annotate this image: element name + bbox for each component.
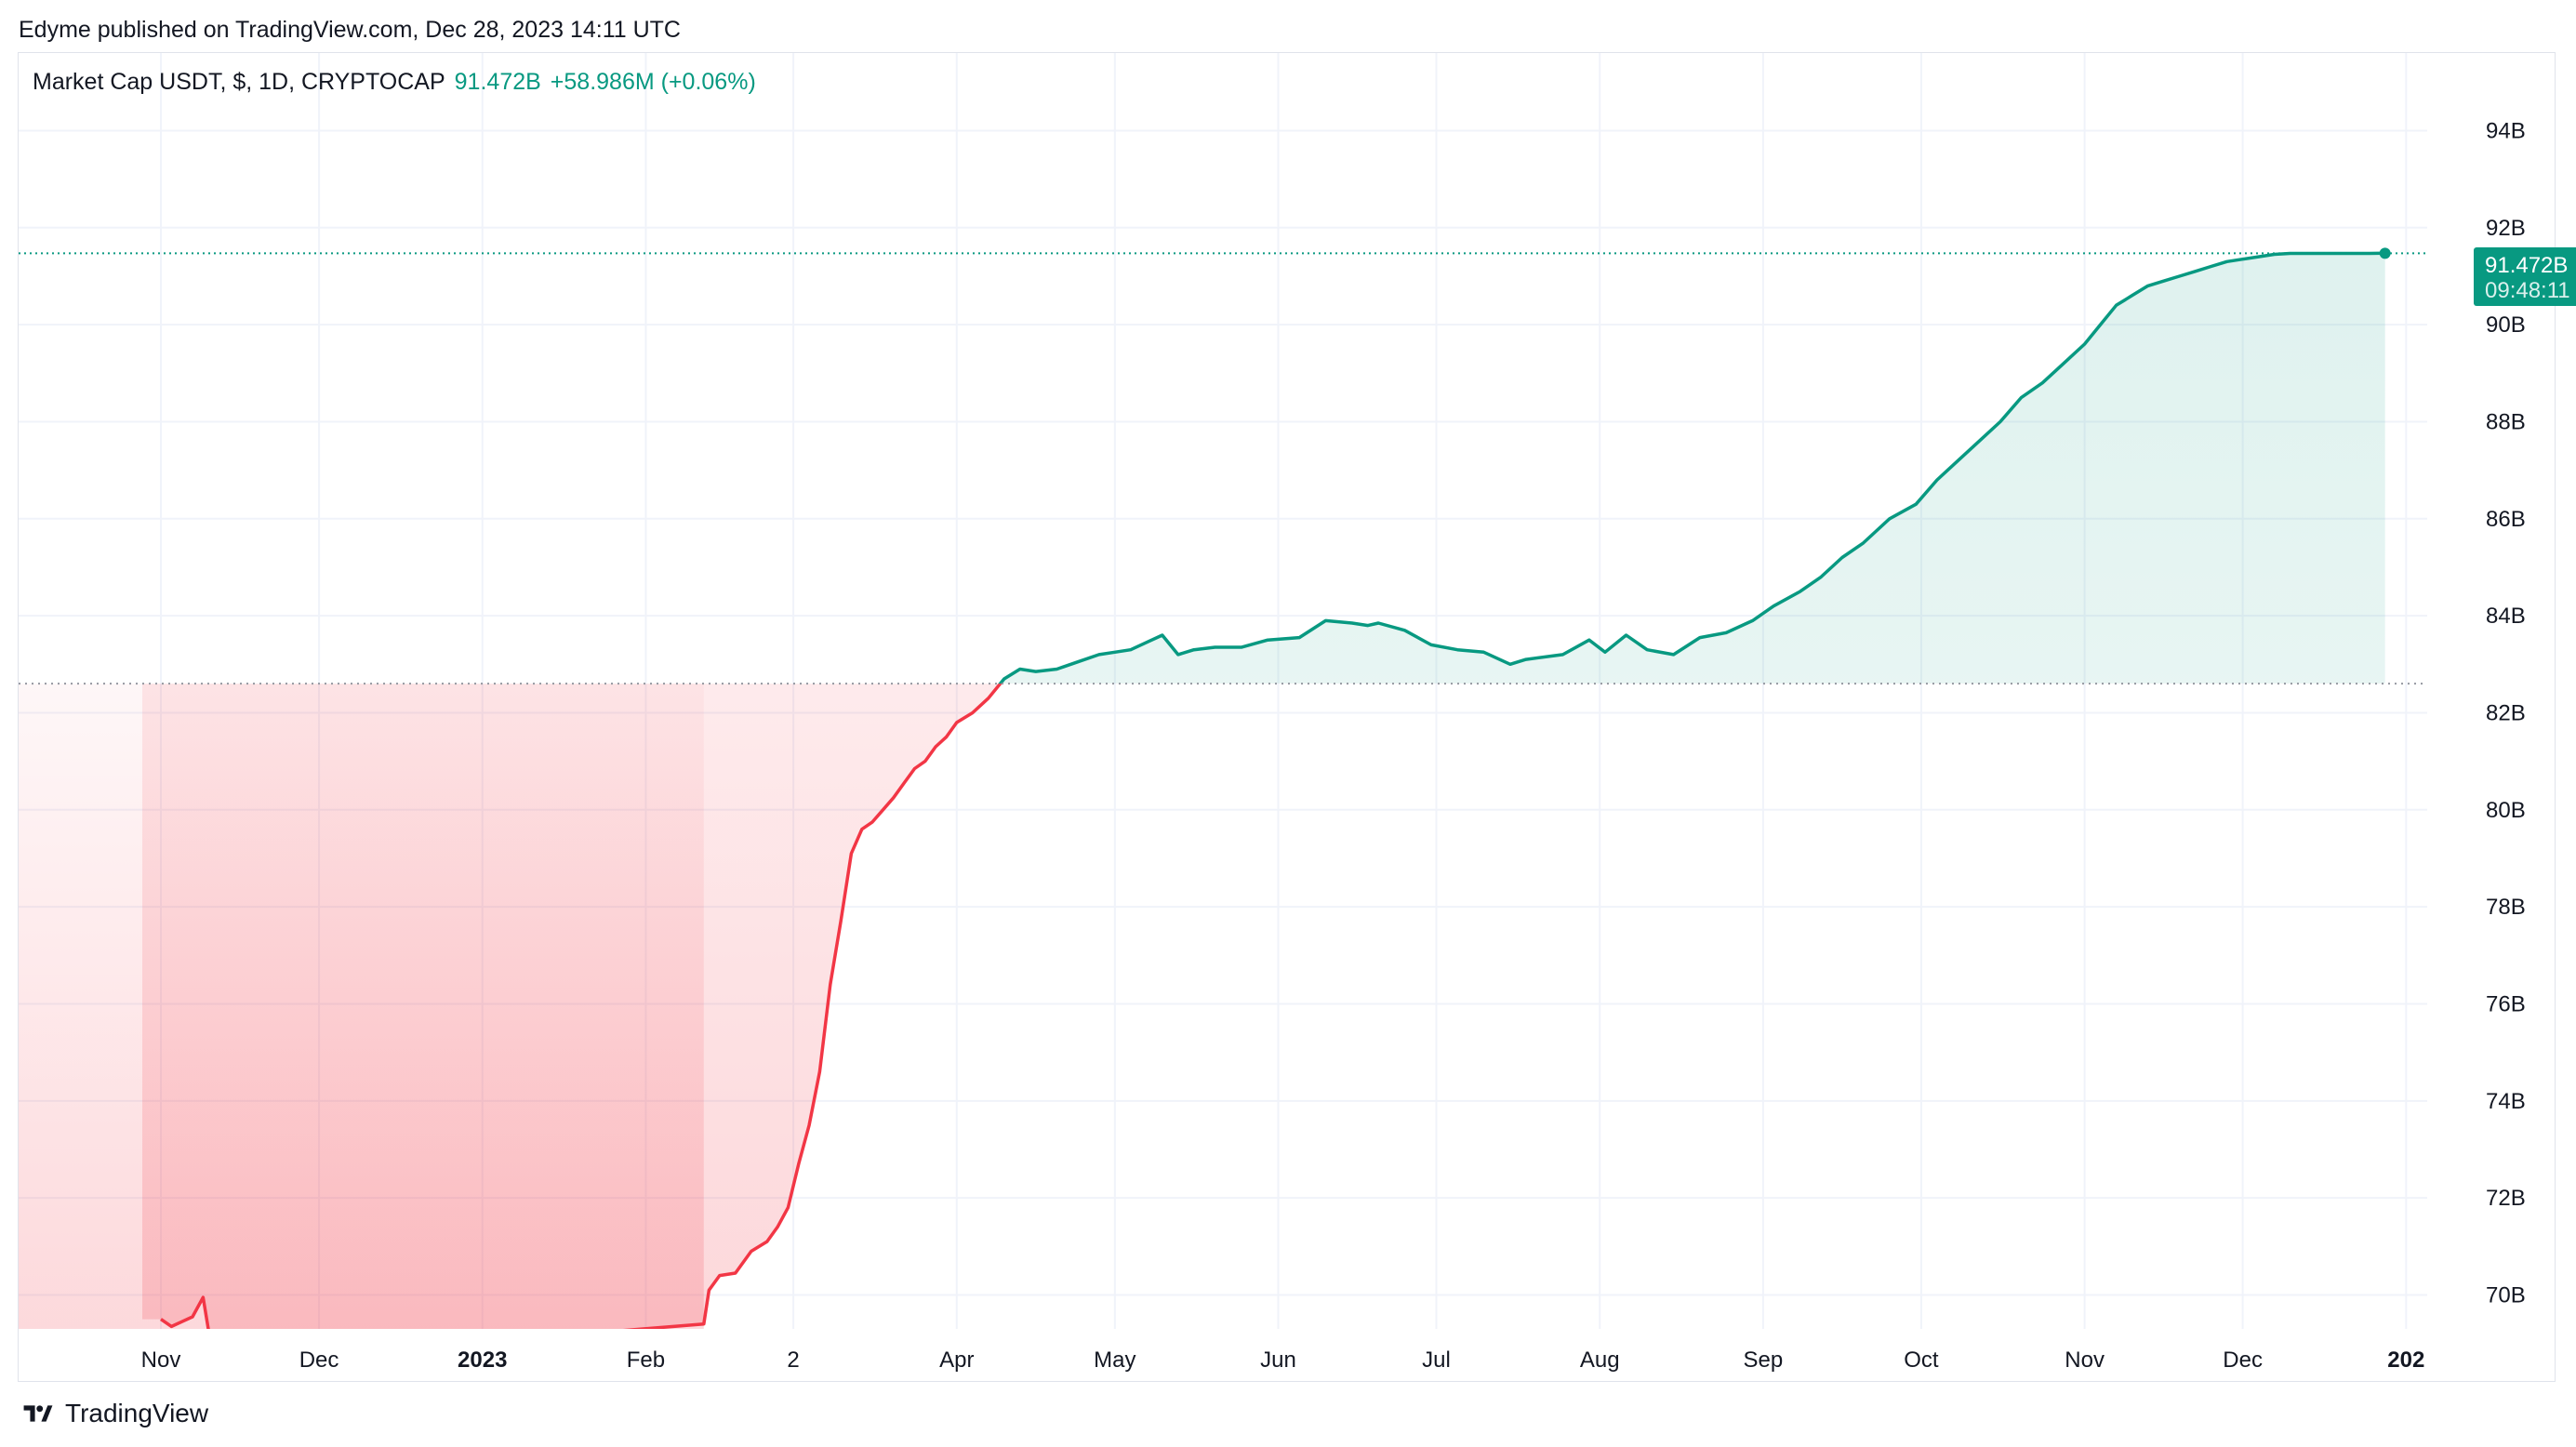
time-tick-label: May bbox=[1094, 1347, 1135, 1373]
time-tick-label: 202 bbox=[2387, 1347, 2424, 1373]
price-tick-label: 84B bbox=[2486, 604, 2526, 629]
legend-change: +58.986M (+0.06%) bbox=[550, 69, 756, 95]
price-tick-label: 88B bbox=[2486, 409, 2526, 434]
publisher-caption: Edyme published on TradingView.com, Dec … bbox=[19, 17, 681, 43]
time-tick-label: Apr bbox=[939, 1347, 974, 1373]
price-lines bbox=[160, 251, 2385, 1329]
price-tick-label: 72B bbox=[2486, 1186, 2526, 1211]
last-price-value: 91.472B bbox=[2485, 253, 2568, 278]
price-tick-label: 90B bbox=[2486, 312, 2526, 338]
tradingview-brand[interactable]: TradingView bbox=[19, 1399, 208, 1428]
up-area-fill bbox=[1000, 253, 2385, 684]
symbol-name[interactable]: Market Cap USDT, $, 1D, CRYPTOCAP bbox=[33, 69, 445, 95]
area-fill bbox=[19, 253, 2385, 1329]
legend-value: 91.472B bbox=[454, 69, 541, 95]
last-price-label: 91.472B 09:48:11 bbox=[2474, 247, 2576, 306]
price-tick-label: 86B bbox=[2486, 507, 2526, 532]
time-tick-label: Feb bbox=[627, 1347, 665, 1373]
tradingview-logo-icon bbox=[23, 1405, 53, 1422]
up-series-line bbox=[998, 251, 2385, 684]
time-tick-label: Aug bbox=[1580, 1347, 1620, 1373]
price-tick-label: 92B bbox=[2486, 216, 2526, 241]
brand-name: TradingView bbox=[65, 1399, 209, 1427]
price-tick-label: 70B bbox=[2486, 1282, 2526, 1308]
price-tick-label: 80B bbox=[2486, 798, 2526, 823]
time-tick-label: 2 bbox=[787, 1347, 799, 1373]
chart-frame bbox=[18, 52, 2556, 1382]
time-tick-label: Sep bbox=[1744, 1347, 1784, 1373]
price-axis[interactable]: 94B 92B 90B 88B 86B 84B 82B 80B 78B 76B 74B 72B 70B bbox=[2486, 118, 2526, 1308]
time-axis[interactable]: Nov Dec 2023 Feb 2 Apr May Jun Jul Aug Sep Oct Nov De… bbox=[141, 1347, 2425, 1373]
price-tick-label: 82B bbox=[2486, 700, 2526, 725]
price-tick-label: 76B bbox=[2486, 991, 2526, 1016]
price-tick-label: 94B bbox=[2486, 118, 2526, 143]
last-price-dot bbox=[2379, 247, 2391, 259]
price-tick-label: 74B bbox=[2486, 1089, 2526, 1114]
down-series-line bbox=[160, 684, 1003, 1329]
time-tick-label: Nov bbox=[141, 1347, 181, 1373]
time-tick-label: Jul bbox=[1422, 1347, 1451, 1373]
symbol-legend[interactable]: Market Cap USDT, $, 1D, CRYPTOCAP 91.472B… bbox=[33, 69, 756, 96]
time-tick-label: Dec bbox=[2223, 1347, 2263, 1373]
down-area-fill bbox=[19, 684, 704, 1329]
bar-countdown: 09:48:11 bbox=[2485, 278, 2570, 303]
time-tick-label: Dec bbox=[299, 1347, 339, 1373]
time-tick-label: Nov bbox=[2065, 1347, 2105, 1373]
time-tick-label: Oct bbox=[1904, 1347, 1939, 1373]
price-tick-label: 78B bbox=[2486, 895, 2526, 920]
time-tick-label: Jun bbox=[1260, 1347, 1296, 1373]
time-tick-label: 2023 bbox=[458, 1347, 507, 1373]
